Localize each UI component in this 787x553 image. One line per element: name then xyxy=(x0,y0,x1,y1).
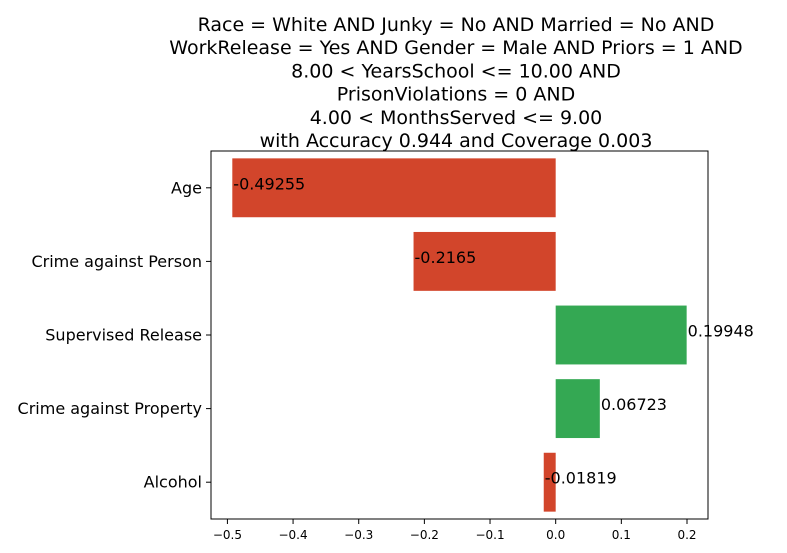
x-tick-label: −0.3 xyxy=(344,528,373,542)
value-labels: -0.49255 -0.2165 0.19948 0.06723 -0.01819 xyxy=(233,174,754,487)
y-tick-label: Crime against Property xyxy=(18,399,202,418)
value-label: -0.49255 xyxy=(233,174,305,193)
bar xyxy=(555,305,687,365)
value-label: -0.2165 xyxy=(415,248,477,267)
title-line: 4.00 < MonthsServed <= 9.00 xyxy=(310,107,603,129)
y-tick-label: Crime against Person xyxy=(31,252,202,271)
bars xyxy=(232,158,687,512)
x-axis: −0.5 −0.4 −0.3 −0.2 −0.1 0.0 0.1 0.2 xyxy=(213,519,697,542)
x-tick-label: 0.2 xyxy=(677,528,696,542)
y-tick-label: Alcohol xyxy=(144,473,202,492)
chart-title: Race = White AND Junky = No AND Married … xyxy=(169,14,742,152)
bar xyxy=(543,452,556,512)
bar xyxy=(232,158,556,218)
y-tick-label: Supervised Release xyxy=(45,326,202,345)
x-tick-label: −0.2 xyxy=(410,528,439,542)
title-line: 8.00 < YearsSchool <= 10.00 AND xyxy=(291,60,621,82)
bar xyxy=(413,231,556,291)
x-tick-label: −0.1 xyxy=(475,528,504,542)
y-tick-labels: Age Crime against Person Supervised Releas… xyxy=(18,178,211,492)
title-line: PrisonViolations = 0 AND xyxy=(337,84,575,106)
value-label: 0.19948 xyxy=(688,322,754,341)
value-label: 0.06723 xyxy=(601,395,667,414)
x-tick-label: 0.0 xyxy=(546,528,565,542)
x-tick-label: 0.1 xyxy=(612,528,631,542)
x-tick-label: −0.4 xyxy=(278,528,307,542)
title-line: with Accuracy 0.944 and Coverage 0.003 xyxy=(260,130,653,152)
value-label: -0.01819 xyxy=(545,469,617,488)
bar xyxy=(555,379,600,439)
y-tick-label: Age xyxy=(171,178,202,197)
title-line: Race = White AND Junky = No AND Married … xyxy=(198,14,715,36)
x-tick-label: −0.5 xyxy=(213,528,242,542)
title-line: WorkRelease = Yes AND Gender = Male AND … xyxy=(169,37,742,59)
